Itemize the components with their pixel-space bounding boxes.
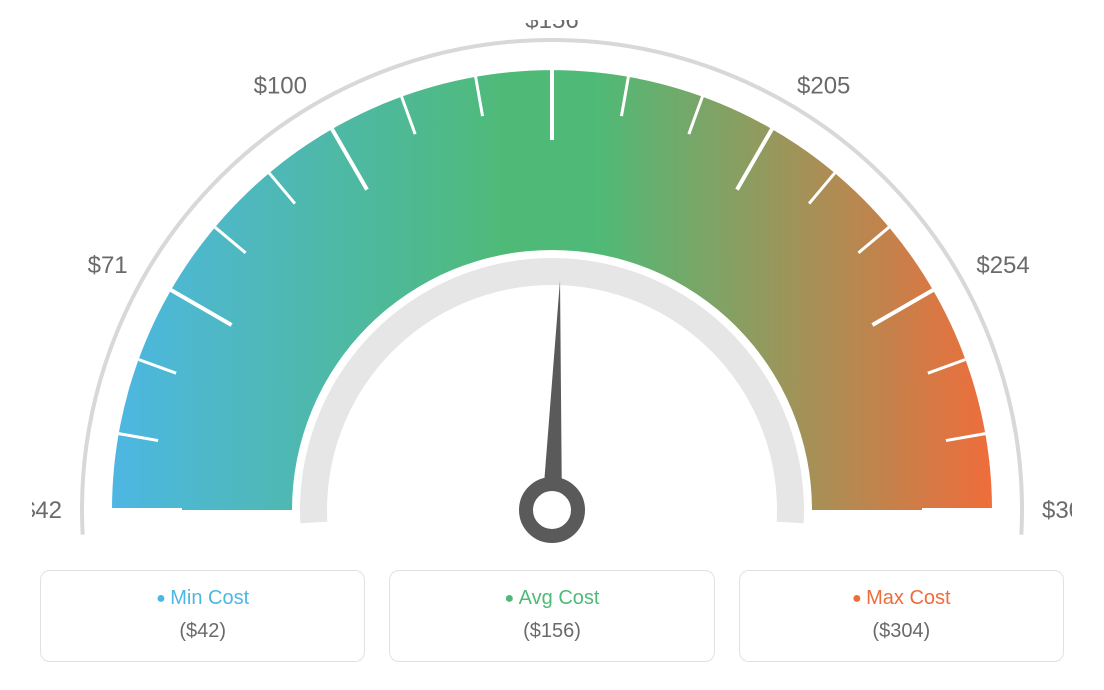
- tick-label: $254: [976, 252, 1029, 279]
- legend-card-min: Min Cost ($42): [40, 570, 365, 662]
- legend-card-avg: Avg Cost ($156): [389, 570, 714, 662]
- legend-label-min: Min Cost: [41, 587, 364, 610]
- tick-label: $205: [797, 73, 850, 100]
- tick-label: $156: [525, 20, 578, 34]
- legend-value-min: ($42): [41, 620, 364, 643]
- gauge-chart: $42 $71 $100 $156 $205 $254 $304: [30, 20, 1074, 560]
- needle: [542, 280, 562, 510]
- legend-label-avg: Avg Cost: [390, 587, 713, 610]
- needle-hub: [526, 484, 578, 536]
- tick-label: $71: [88, 252, 128, 279]
- legend-label-max: Max Cost: [740, 587, 1063, 610]
- tick-label: $100: [254, 73, 307, 100]
- legend-value-max: ($304): [740, 620, 1063, 643]
- legend-card-max: Max Cost ($304): [739, 570, 1064, 662]
- gauge-svg: $42 $71 $100 $156 $205 $254 $304: [32, 20, 1072, 560]
- cost-gauge-container: $42 $71 $100 $156 $205 $254 $304 Min Cost ($42…: [0, 0, 1104, 690]
- legend-value-avg: ($156): [390, 620, 713, 643]
- legend-row: Min Cost ($42) Avg Cost ($156) Max Cost …: [30, 570, 1074, 662]
- tick-label: $304: [1042, 497, 1072, 524]
- tick-label: $42: [32, 497, 62, 524]
